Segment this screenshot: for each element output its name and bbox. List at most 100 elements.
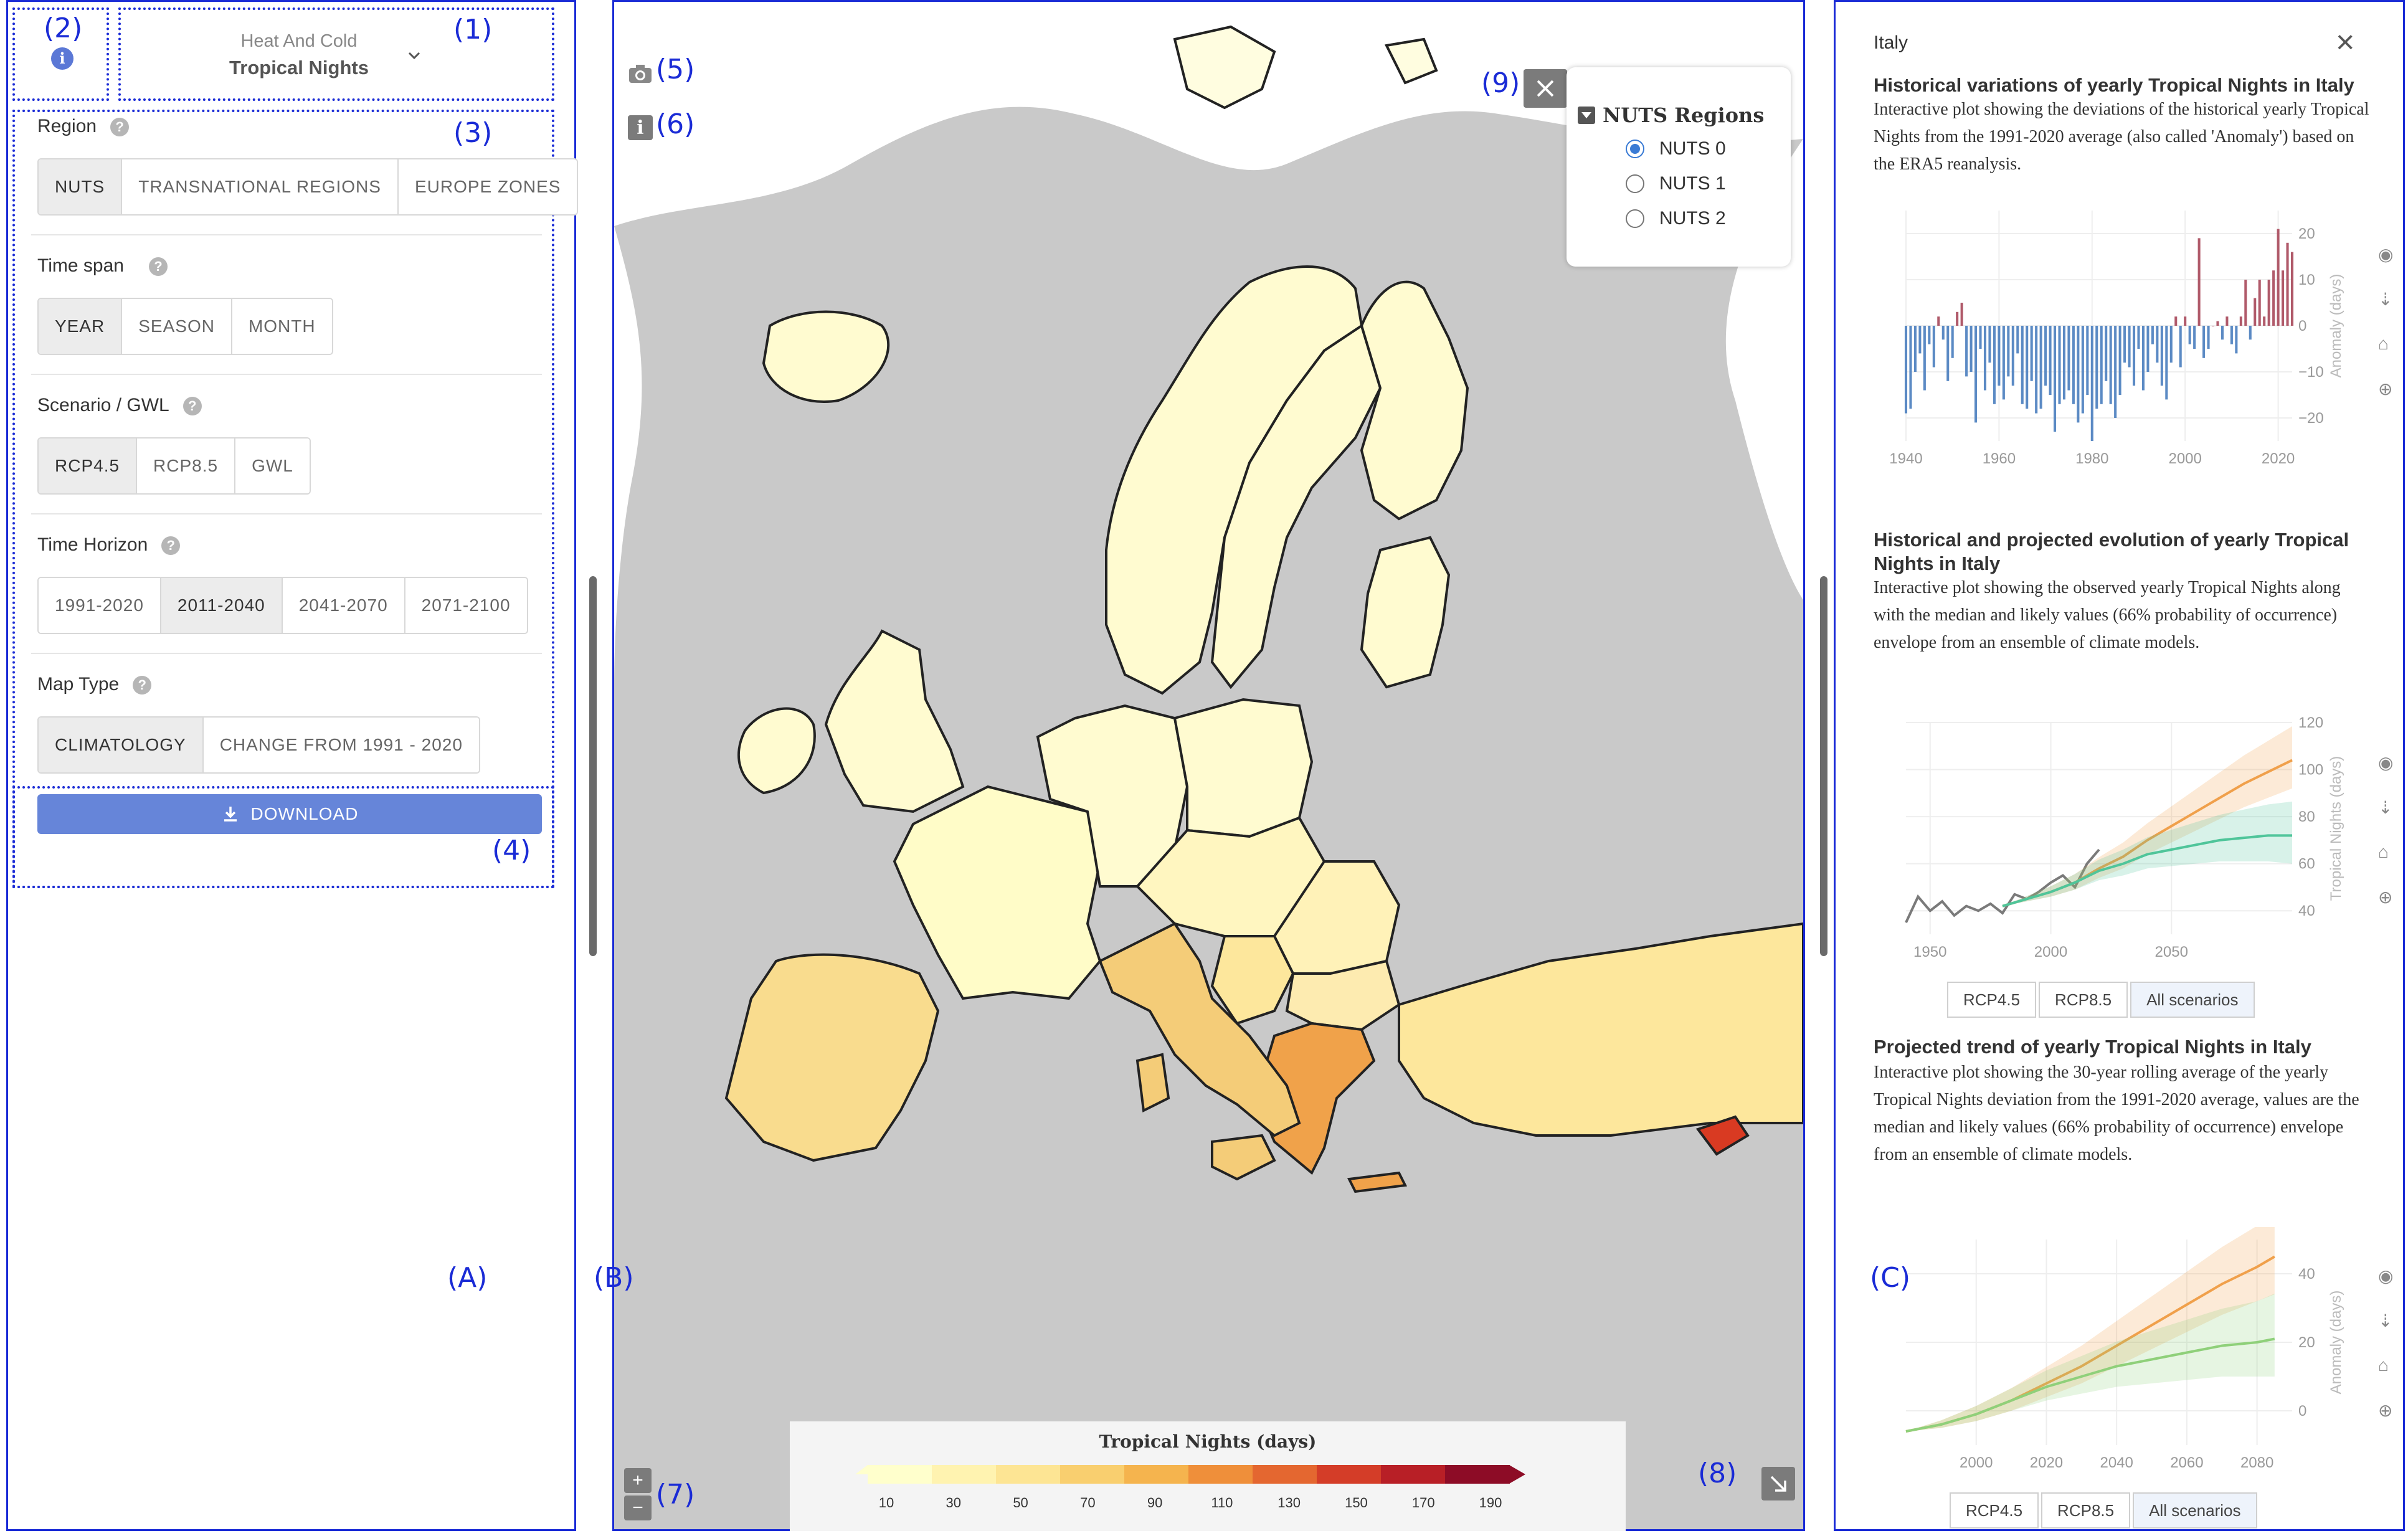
x-tick-label: 2020 [2262, 450, 2295, 467]
help-icon[interactable]: ? [110, 118, 130, 137]
colorbar-scale: 10 30 50 70 90 110 130 150 170 190 [855, 1465, 1525, 1510]
download-button[interactable]: DOWNLOAD [37, 794, 542, 834]
anomaly-bar [2207, 326, 2210, 349]
timespan-option-season[interactable]: SEASON [122, 299, 232, 354]
region-option-transnational[interactable]: TRANSNATIONAL REGIONS [122, 159, 399, 214]
help-icon[interactable]: ? [148, 257, 168, 277]
close-details-button[interactable]: × [2336, 24, 2355, 60]
camera-icon[interactable]: ◉ [2378, 245, 2394, 264]
maptype-option-climatology[interactable]: CLIMATOLOGY [39, 718, 204, 772]
layer-option-label: NUTS 2 [1659, 208, 1726, 229]
x-tick-label: 1980 [2075, 450, 2108, 467]
scenario-button-rcp85[interactable]: RCP8.5 [2039, 982, 2128, 1018]
layer-option-nuts2[interactable]: NUTS 2 [1626, 208, 1726, 229]
section-title: Historical and projected evolution of ye… [1874, 529, 2349, 574]
y-tick-label: 40 [2298, 1266, 2315, 1282]
anomaly-bar [1956, 311, 1959, 326]
zoom-icon[interactable]: ⊕ [2378, 888, 2393, 907]
anomaly-bar [2160, 326, 2163, 386]
camera-icon[interactable] [628, 63, 653, 84]
close-legend-button[interactable] [1524, 69, 1567, 108]
home-icon[interactable]: ⌂ [2378, 334, 2389, 353]
anomaly-bar-chart[interactable]: −20 −10 0 10 20 1940 1960 1980 2000 2020 Anomaly (… [1881, 198, 2379, 491]
timespan-option-month[interactable]: MONTH [232, 299, 332, 354]
scenario-option-rcp45[interactable]: RCP4.5 [39, 439, 138, 493]
camera-icon[interactable]: ◉ [2378, 1266, 2394, 1286]
annotation-1: (1) [453, 14, 493, 45]
zoom-icon[interactable]: ⊕ [2378, 379, 2393, 399]
anomaly-bar [1974, 326, 1978, 423]
horizon-option-1991-2020[interactable]: 1991-2020 [39, 578, 161, 633]
annotation-7: (7) [656, 1479, 695, 1510]
region-name: Italy [1874, 32, 1908, 53]
y-tick-label: 80 [2298, 808, 2315, 825]
layer-control-header[interactable]: NUTS Regions [1578, 103, 1764, 127]
anomaly-bar [1918, 326, 1922, 354]
scenario-button-rcp45[interactable]: RCP4.5 [1947, 982, 2037, 1018]
indicator-name: Tropical Nights [229, 57, 369, 78]
region-option-europe-zones[interactable]: EUROPE ZONES [398, 159, 577, 214]
layer-option-nuts0[interactable]: NUTS 0 [1626, 138, 1726, 159]
horizon-option-2011-2040[interactable]: 2011-2040 [161, 578, 283, 633]
anomaly-bar [2174, 316, 2178, 326]
indicator-selector[interactable]: Heat And Cold Tropical Nights [168, 31, 430, 79]
anomaly-bar [2184, 316, 2187, 326]
scenario-option-rcp85[interactable]: RCP8.5 [137, 439, 236, 493]
expand-icon[interactable] [1761, 1467, 1795, 1500]
download-icon[interactable]: ⇣ [2378, 798, 2393, 817]
anomaly-bar [2086, 326, 2089, 395]
scenario-button-rcp45[interactable]: RCP4.5 [1950, 1492, 2039, 1529]
colorbar-tick-label: 70 [1080, 1495, 1095, 1510]
collapse-icon[interactable] [1578, 107, 1595, 124]
map-scrollbar[interactable] [1820, 576, 1827, 956]
colorbar-title: Tropical Nights (days) [1099, 1431, 1317, 1452]
info-icon[interactable]: i [51, 47, 73, 70]
scenario-label: Scenario / GWL? [37, 395, 202, 416]
download-icon[interactable]: ⇣ [2378, 1311, 2393, 1330]
zoom-icon[interactable]: ⊕ [2378, 1401, 2393, 1420]
anomaly-bar [2090, 326, 2093, 441]
timespan-option-year[interactable]: YEAR [39, 299, 123, 354]
chevron-down-icon[interactable] [405, 46, 424, 65]
y-tick-label: 60 [2298, 856, 2315, 873]
region-option-nuts[interactable]: NUTS [39, 159, 123, 214]
zoom-in-button[interactable]: + [624, 1468, 652, 1493]
y-tick-label: 100 [2298, 762, 2323, 779]
zoom-out-button[interactable]: − [624, 1496, 652, 1520]
chart-toolbar: ◉ ⇣ ⌂ ⊕ [2378, 752, 2393, 932]
help-icon[interactable]: ? [161, 536, 181, 556]
radio-button[interactable] [1626, 209, 1644, 228]
colorbar-tick-label: 50 [1013, 1495, 1028, 1510]
layer-option-nuts1[interactable]: NUTS 1 [1626, 173, 1726, 194]
scenario-button-rcp85[interactable]: RCP8.5 [2041, 1492, 2131, 1529]
download-icon[interactable]: ⇣ [2378, 290, 2393, 309]
anomaly-bar [2081, 326, 2084, 414]
radio-button[interactable] [1626, 174, 1644, 193]
radio-button[interactable] [1626, 140, 1644, 158]
anomaly-bar [2258, 280, 2261, 326]
camera-icon[interactable]: ◉ [2378, 753, 2394, 772]
home-icon[interactable]: ⌂ [2378, 842, 2389, 861]
help-icon[interactable]: ? [182, 397, 202, 416]
anomaly-bar [2244, 280, 2247, 326]
home-icon[interactable]: ⌂ [2378, 1355, 2389, 1375]
map-info-icon[interactable]: i [628, 115, 653, 140]
layer-control-title: NUTS Regions [1603, 103, 1765, 127]
projection-line-chart[interactable]: 40 60 80 100 120 1950 2000 2050 Tropical Nights … [1881, 710, 2379, 972]
scenario-button-all[interactable]: All scenarios [2133, 1492, 2257, 1529]
maptype-option-change[interactable]: CHANGE FROM 1991 - 2020 [203, 718, 479, 772]
horizon-option-2041-2070[interactable]: 2041-2070 [282, 578, 405, 633]
colorbar-start-arrow [855, 1465, 868, 1474]
left-scrollbar[interactable] [589, 576, 597, 956]
colorbar-tick-label: 130 [1277, 1495, 1301, 1510]
anomaly-bar [1951, 326, 1954, 358]
horizon-option-2071-2100[interactable]: 2071-2100 [405, 578, 527, 633]
scenario-option-gwl[interactable]: GWL [235, 439, 310, 493]
divider [31, 234, 542, 235]
help-icon[interactable]: ? [133, 676, 152, 695]
anomaly-bar [2095, 326, 2098, 409]
anomaly-bar [2044, 326, 2047, 386]
scenario-button-all[interactable]: All scenarios [2130, 982, 2255, 1018]
anomaly-bar [2030, 326, 2033, 381]
